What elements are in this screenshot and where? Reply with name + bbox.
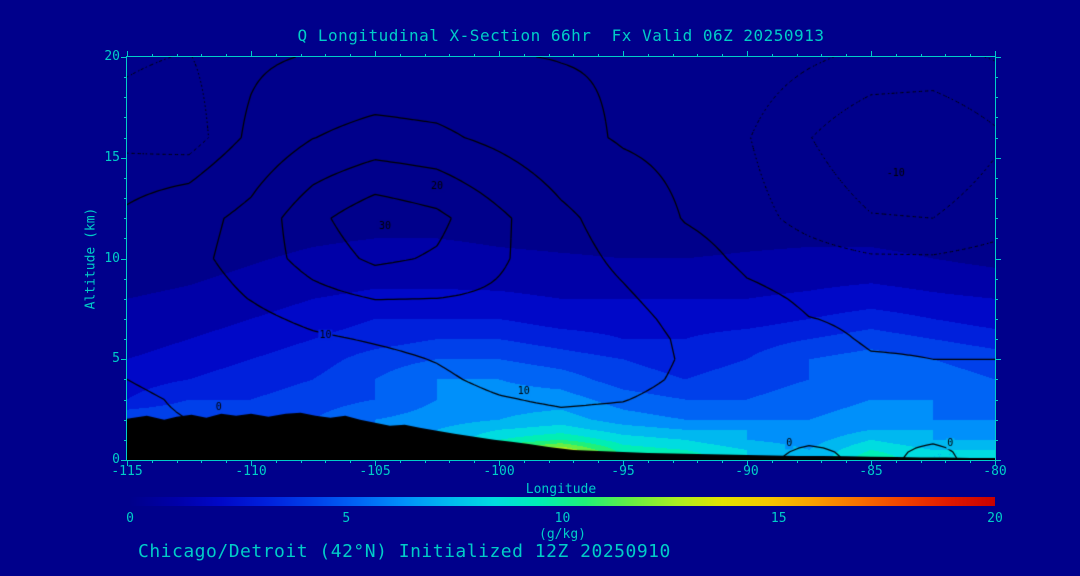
colorbar-tick-label: 20 — [987, 511, 1003, 526]
colorbar-tick-label: 5 — [342, 511, 351, 526]
colorbar-tick-label: 0 — [126, 511, 134, 526]
y-tick-label: 5 — [112, 351, 120, 367]
cross-section-canvas — [126, 56, 996, 461]
colorbar-tick-label: 10 — [554, 511, 571, 526]
x-tick-label: -80 — [983, 464, 1007, 479]
y-tick-label: 0 — [112, 452, 120, 467]
chart-title: Q Longitudinal X-Section 66hr Fx Valid 0… — [297, 26, 825, 45]
colorbar — [130, 497, 995, 506]
y-tick-label: 10 — [104, 250, 120, 266]
x-axis-label: Longitude — [525, 482, 597, 497]
y-tick-label: 20 — [104, 49, 120, 64]
colorbar-tick-label: 15 — [770, 511, 787, 526]
x-tick-label: -100 — [483, 464, 515, 479]
x-tick-label: -115 — [111, 464, 143, 479]
x-tick-label: -110 — [235, 464, 267, 479]
colorbar-units-label: (g/kg) — [539, 527, 586, 542]
x-tick-label: -90 — [735, 464, 759, 479]
y-tick-label: 15 — [104, 149, 120, 165]
x-tick-label: -85 — [859, 464, 883, 479]
x-tick-label: -105 — [359, 464, 391, 479]
caption: Chicago/Detroit (42°N) Initialized 12Z 2… — [138, 541, 671, 562]
x-tick-label: -95 — [611, 464, 635, 479]
